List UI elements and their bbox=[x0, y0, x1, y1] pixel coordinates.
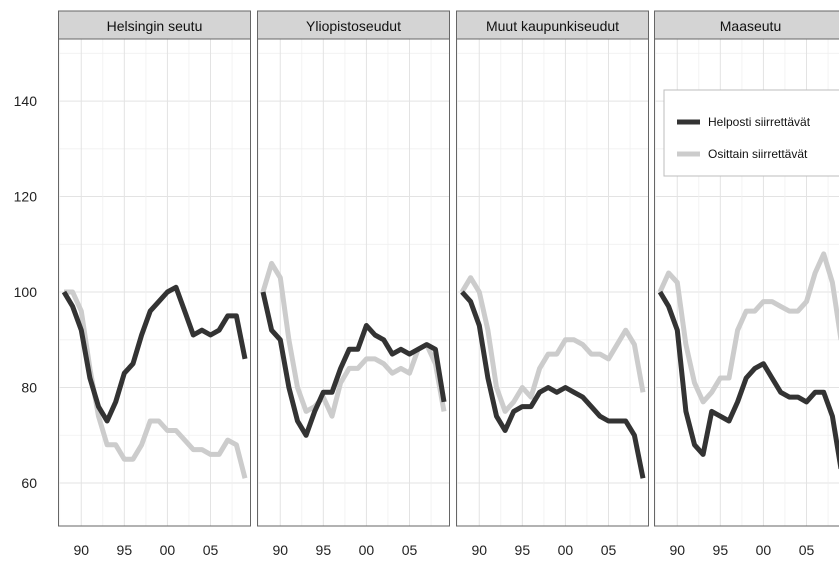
y-tick-label-100: 100 bbox=[14, 284, 38, 300]
facet-title-maaseutu: Maaseutu bbox=[720, 18, 781, 34]
facet-strip bbox=[257, 10, 450, 40]
facet-title-yliopistoseudut: Yliopistoseudut bbox=[306, 18, 401, 34]
x-tick-label-muut-kaupunkiseudut-95: 95 bbox=[515, 542, 531, 558]
legend-box bbox=[663, 89, 839, 177]
series-line-osittain-siirrettavat-muut-kaupunkiseudut bbox=[459, 275, 646, 414]
facet-strip bbox=[654, 10, 839, 40]
x-tick-label-yliopistoseudut-95: 95 bbox=[316, 542, 332, 558]
x-tick-label-yliopistoseudut-05: 05 bbox=[402, 542, 418, 558]
x-tick-label-maaseutu-90: 90 bbox=[669, 542, 685, 558]
x-tick-label-helsingin-seutu-90: 90 bbox=[73, 542, 89, 558]
facet-panel-yliopistoseudut: 90 95 00 05 Yliopistoseudut bbox=[257, 10, 450, 558]
x-tick-label-maaseutu-05: 05 bbox=[799, 542, 815, 558]
x-tick-label-muut-kaupunkiseudut-90: 90 bbox=[471, 542, 487, 558]
series-line-helposti-siirrettavat-maaseutu bbox=[657, 290, 839, 470]
facet-title-muut-kaupunkiseudut: Muut kaupunkiseudut bbox=[486, 18, 619, 34]
x-tick-label-muut-kaupunkiseudut-05: 05 bbox=[601, 542, 617, 558]
series-line-osittain-siirrettavat-yliopistoseudut bbox=[260, 260, 447, 419]
y-tick-label-80: 80 bbox=[21, 380, 37, 396]
facet-background bbox=[456, 39, 649, 526]
x-tick-label-maaseutu-95: 95 bbox=[713, 542, 729, 558]
legend: Helposti siirrettävät Osittain siirrettäv… bbox=[663, 89, 839, 177]
y-tick-label-60: 60 bbox=[21, 475, 37, 491]
y-tick-label-140: 140 bbox=[14, 93, 38, 109]
series-line-helposti-siirrettavat-helsingin-seutu bbox=[61, 284, 248, 424]
x-tick-label-helsingin-seutu-00: 00 bbox=[160, 542, 176, 558]
legend-label-osittain-siirrettavat: Osittain siirrettävät bbox=[708, 147, 808, 161]
x-tick-label-maaseutu-00: 00 bbox=[756, 542, 772, 558]
legend-label-helposti-siirrettavat: Helposti siirrettävät bbox=[708, 115, 811, 129]
series-line-helposti-siirrettavat-muut-kaupunkiseudut bbox=[460, 290, 646, 479]
y-tick-label-120: 120 bbox=[14, 189, 38, 205]
x-tick-label-helsingin-seutu-05: 05 bbox=[203, 542, 219, 558]
facet-title-helsingin-seutu: Helsingin seutu bbox=[107, 18, 203, 34]
facet-panel-helsingin-seutu: 90 95 00 05 Helsingin seutu bbox=[58, 10, 251, 558]
x-tick-label-helsingin-seutu-95: 95 bbox=[117, 542, 133, 558]
x-tick-label-yliopistoseudut-90: 90 bbox=[272, 542, 288, 558]
series-line-helposti-siirrettavat-yliopistoseudut bbox=[260, 291, 447, 438]
facet-background bbox=[58, 39, 251, 526]
facet-panel-muut-kaupunkiseudut: 90 95 00 05 Muut kaupunkiseudut bbox=[456, 10, 649, 558]
facet-strip bbox=[456, 10, 649, 40]
facet-background bbox=[257, 39, 450, 526]
series-line-osittain-siirrettavat-maaseutu bbox=[657, 251, 839, 405]
x-tick-label-muut-kaupunkiseudut-00: 00 bbox=[558, 542, 574, 558]
facet-strip bbox=[58, 10, 251, 40]
x-tick-label-yliopistoseudut-00: 00 bbox=[359, 542, 375, 558]
